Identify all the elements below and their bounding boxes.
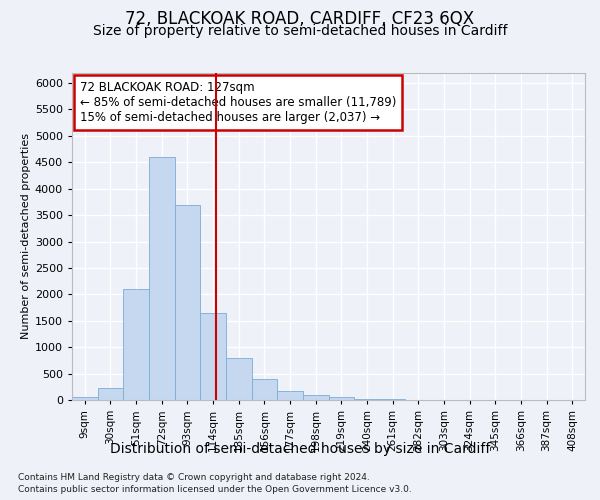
Bar <box>98 388 124 400</box>
Bar <box>72 398 98 400</box>
Y-axis label: Number of semi-detached properties: Number of semi-detached properties <box>20 133 31 339</box>
Text: 72 BLACKOAK ROAD: 127sqm
← 85% of semi-detached houses are smaller (11,789)
15% : 72 BLACKOAK ROAD: 127sqm ← 85% of semi-d… <box>80 80 396 124</box>
Bar <box>251 380 277 400</box>
Bar <box>200 313 226 400</box>
Text: Contains public sector information licensed under the Open Government Licence v3: Contains public sector information licen… <box>18 485 412 494</box>
Text: Contains HM Land Registry data © Crown copyright and database right 2024.: Contains HM Land Registry data © Crown c… <box>18 472 370 482</box>
Bar <box>329 396 354 400</box>
Bar <box>303 394 329 400</box>
Bar <box>354 399 380 400</box>
Bar <box>175 204 200 400</box>
Text: Size of property relative to semi-detached houses in Cardiff: Size of property relative to semi-detach… <box>93 24 507 38</box>
Bar <box>124 289 149 400</box>
Text: 72, BLACKOAK ROAD, CARDIFF, CF23 6QX: 72, BLACKOAK ROAD, CARDIFF, CF23 6QX <box>125 10 475 28</box>
Bar <box>226 358 251 400</box>
Text: Distribution of semi-detached houses by size in Cardiff: Distribution of semi-detached houses by … <box>110 442 490 456</box>
Bar <box>277 391 303 400</box>
Bar <box>149 157 175 400</box>
